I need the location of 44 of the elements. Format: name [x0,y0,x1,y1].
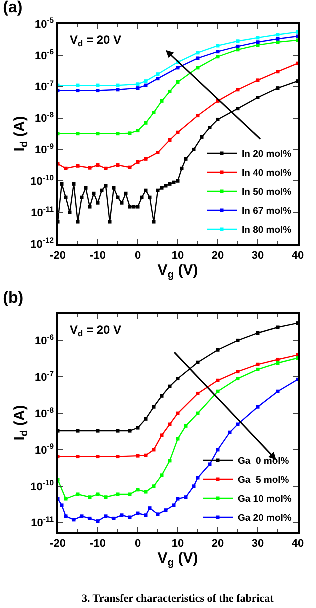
y-tick-label: 10$^{-11}$ [31,515,55,530]
x-tick-label: 30 [252,538,264,550]
legend-label: In 40 mol% [242,168,292,180]
legend-label: Ga 5 mol% [238,475,290,486]
y-tick-label: 10$^{-10}$ [30,173,54,188]
annotation: V$_{d}$ = 20 V [70,323,122,339]
y-tick-label: 10$^{-8}$ [34,110,55,126]
y-tick-label: 10$^{-8}$ [34,406,55,420]
legend-label: In 20 mol% [242,149,292,160]
x-tick-label: 10 [172,250,184,262]
x-tick-label: 20 [212,538,224,550]
y-tick-label: 10$^{-9}$ [34,142,54,157]
legend-label: Ga 0 mol% [238,456,290,468]
y-tick-label: 10$^{-11}$ [31,204,55,220]
x-tick-label: 10 [172,538,184,550]
text: 3. Transfer characteristics of the fabricat [82,593,274,605]
y-tick-label: 10$^{-7}$ [34,79,54,94]
x-tick-label: -10 [90,250,106,262]
x-tick-label: -20 [50,250,66,262]
legend-label: In 50 mol% [242,187,292,198]
x-tick-label: 40 [292,538,304,550]
x-tick-label: 0 [134,538,142,550]
annotation: V$_{d}$ = 20 V [70,33,122,49]
legend-label: Ga 20 mol% [238,513,292,524]
x-axis-title: V$_{g}$ (V) [158,550,198,570]
legend-label: In 80 mol% [242,225,292,236]
x-tick-label: 30 [252,250,264,262]
x-tick-label: 20 [212,250,224,262]
y-tick-label: 10$^{-5}$ [34,16,55,31]
x-tick-label: -20 [50,538,66,550]
chart-title: (b) [3,290,24,307]
x-tick-label: 40 [292,250,304,262]
x-tick-label: -10 [90,538,106,550]
y-tick-label: 10$^{-12}$ [30,236,54,251]
y-tick-label: 10$^{-10}$ [30,478,54,494]
y-tick-label: 10$^{-7}$ [34,369,54,384]
x-axis-title: V$_{g}$ (V) [158,262,198,282]
y-tick-label: 10$^{-6}$ [34,332,54,348]
x-tick-label: 0 [134,250,142,262]
y-tick-label: 10$^{-6}$ [34,48,54,62]
y-tick-label: 10$^{-9}$ [34,442,54,457]
chart-title: (a) [3,0,23,17]
legend-label: In 67 mol% [242,206,292,218]
legend-label: Ga 10 mol% [238,494,292,506]
